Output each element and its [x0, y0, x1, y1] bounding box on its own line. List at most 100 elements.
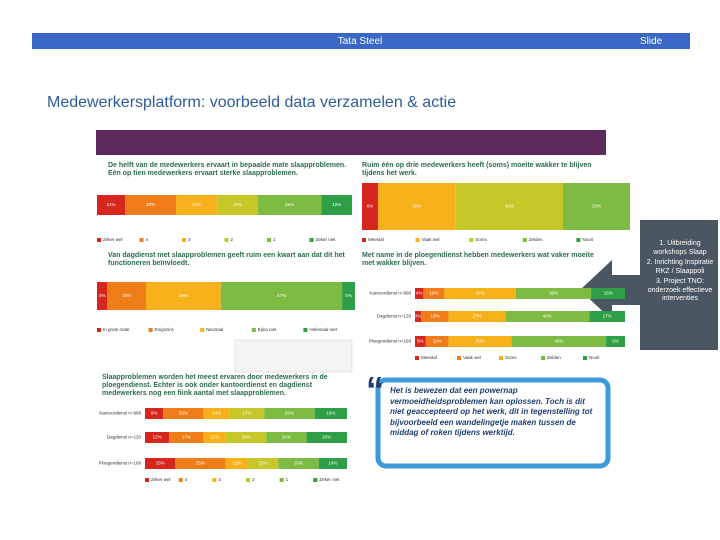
legend-label: Vaak wel: [463, 355, 481, 360]
segment-label: 16%: [192, 202, 201, 207]
segment-label: 16%: [233, 202, 242, 207]
legend-label: Soms: [505, 355, 517, 360]
bar-segment: [278, 458, 319, 469]
legend-label: Enigszins: [155, 327, 175, 332]
bar-segment: [448, 336, 512, 347]
legend-swatch: [145, 478, 149, 482]
row-label: Kantoordienst n=998: [99, 411, 141, 416]
legend-swatch: [541, 356, 545, 360]
segment-label: 16%: [604, 291, 613, 296]
segment-label: 45%: [554, 339, 563, 344]
legend-swatch: [279, 478, 284, 482]
bar-segment: [145, 458, 176, 469]
segment-label: 40%: [505, 204, 514, 209]
legend-swatch: [200, 328, 205, 332]
bar-segment: [257, 195, 322, 215]
legend-swatch: [457, 356, 461, 360]
bar-segment: [362, 183, 379, 230]
segment-label: 30%: [476, 339, 485, 344]
legend-label: Zeker niet: [319, 477, 340, 482]
legend-swatch: [224, 238, 229, 242]
bar-segment: [515, 288, 592, 299]
legend-label: Neutraal: [206, 327, 223, 332]
bar-segment: [321, 195, 352, 215]
segment-label: 9%: [151, 411, 158, 416]
bar-segment: [306, 432, 347, 443]
bar-segment: [415, 288, 424, 299]
slide-label: Slide: [640, 36, 663, 47]
bar-segment: [203, 432, 226, 443]
segment-label: 15%: [122, 293, 131, 298]
segment-label: 9%: [612, 339, 619, 344]
legend-label: 3: [188, 237, 191, 242]
legend-swatch: [97, 238, 101, 242]
bar-segment: [229, 408, 265, 419]
bar-segment: [266, 432, 307, 443]
bar-segment: [169, 432, 204, 443]
note-box: [234, 339, 353, 373]
legend-swatch: [309, 238, 314, 242]
header-band: [96, 130, 606, 155]
bar-segment: [203, 408, 230, 419]
bar-segment: [125, 195, 177, 215]
segment-label: 17%: [243, 411, 252, 416]
bar-segment: [511, 336, 607, 347]
bar-segment: [216, 195, 258, 215]
segment-label: 11%: [233, 461, 242, 466]
legend-swatch: [415, 356, 419, 360]
segment-label: 20%: [146, 202, 155, 207]
segment-label: 20%: [294, 461, 303, 466]
segment-label: 15%: [259, 461, 268, 466]
panel-heading: Ruim één op drie medewerkers heeft (soms…: [362, 162, 592, 177]
row-label: Ploegendienst n=169: [369, 339, 412, 344]
bar-segment: [175, 458, 226, 469]
legend-label: Soms: [475, 237, 487, 242]
legend-swatch: [246, 478, 250, 482]
bar-segment: [415, 336, 426, 347]
bar-segment: [421, 311, 449, 322]
top-bar: [32, 33, 690, 49]
bar-segment: [163, 408, 204, 419]
bar-segment: [455, 183, 563, 230]
bar-segment: [225, 458, 249, 469]
legend-swatch: [139, 238, 144, 242]
legend-label: Zeker niet: [316, 237, 337, 242]
segment-label: 6%: [367, 204, 374, 209]
segment-label: 36%: [549, 291, 558, 296]
legend-label: Zelden: [547, 355, 561, 360]
legend-swatch: [576, 238, 581, 242]
legend-label: 1: [286, 477, 289, 482]
legend-swatch: [499, 356, 503, 360]
legend-swatch: [182, 238, 186, 242]
action-item: 1. Uitbreiding workshops Slaap: [653, 240, 707, 256]
legend-label: Nooit: [589, 355, 600, 360]
legend-label: Meestal: [421, 355, 437, 360]
slide-title: Medewerkersplatform: voorbeeld data verz…: [47, 94, 457, 111]
segment-label: 20%: [322, 435, 331, 440]
segment-label: 4%: [416, 291, 423, 296]
bar-segment: [318, 458, 347, 469]
legend-swatch: [522, 238, 527, 242]
segment-label: 29%: [179, 293, 188, 298]
segment-label: 17%: [182, 435, 191, 440]
segment-label: 11%: [107, 202, 116, 207]
segment-label: 12%: [153, 435, 162, 440]
segment-label: 5%: [345, 293, 352, 298]
bar-segment: [97, 195, 126, 215]
legend-label: Zelden: [529, 237, 543, 242]
segment-label: 15%: [156, 461, 165, 466]
panel-heading: De helft van de medewerkers ervaart in b…: [108, 162, 347, 177]
legend-label: 2: [231, 237, 234, 242]
segment-label: 16%: [326, 411, 335, 416]
segment-label: 25%: [285, 411, 294, 416]
bar-segment: [563, 183, 630, 230]
row-label: Ploegendienst n=169: [99, 461, 142, 466]
legend-label: 2: [252, 477, 255, 482]
segment-label: 14%: [328, 461, 337, 466]
bar-segment: [425, 336, 449, 347]
segment-label: 25%: [196, 461, 205, 466]
segment-label: 40%: [543, 314, 552, 319]
legend-swatch: [251, 328, 256, 332]
legend-label: Vaak wel: [422, 237, 440, 242]
